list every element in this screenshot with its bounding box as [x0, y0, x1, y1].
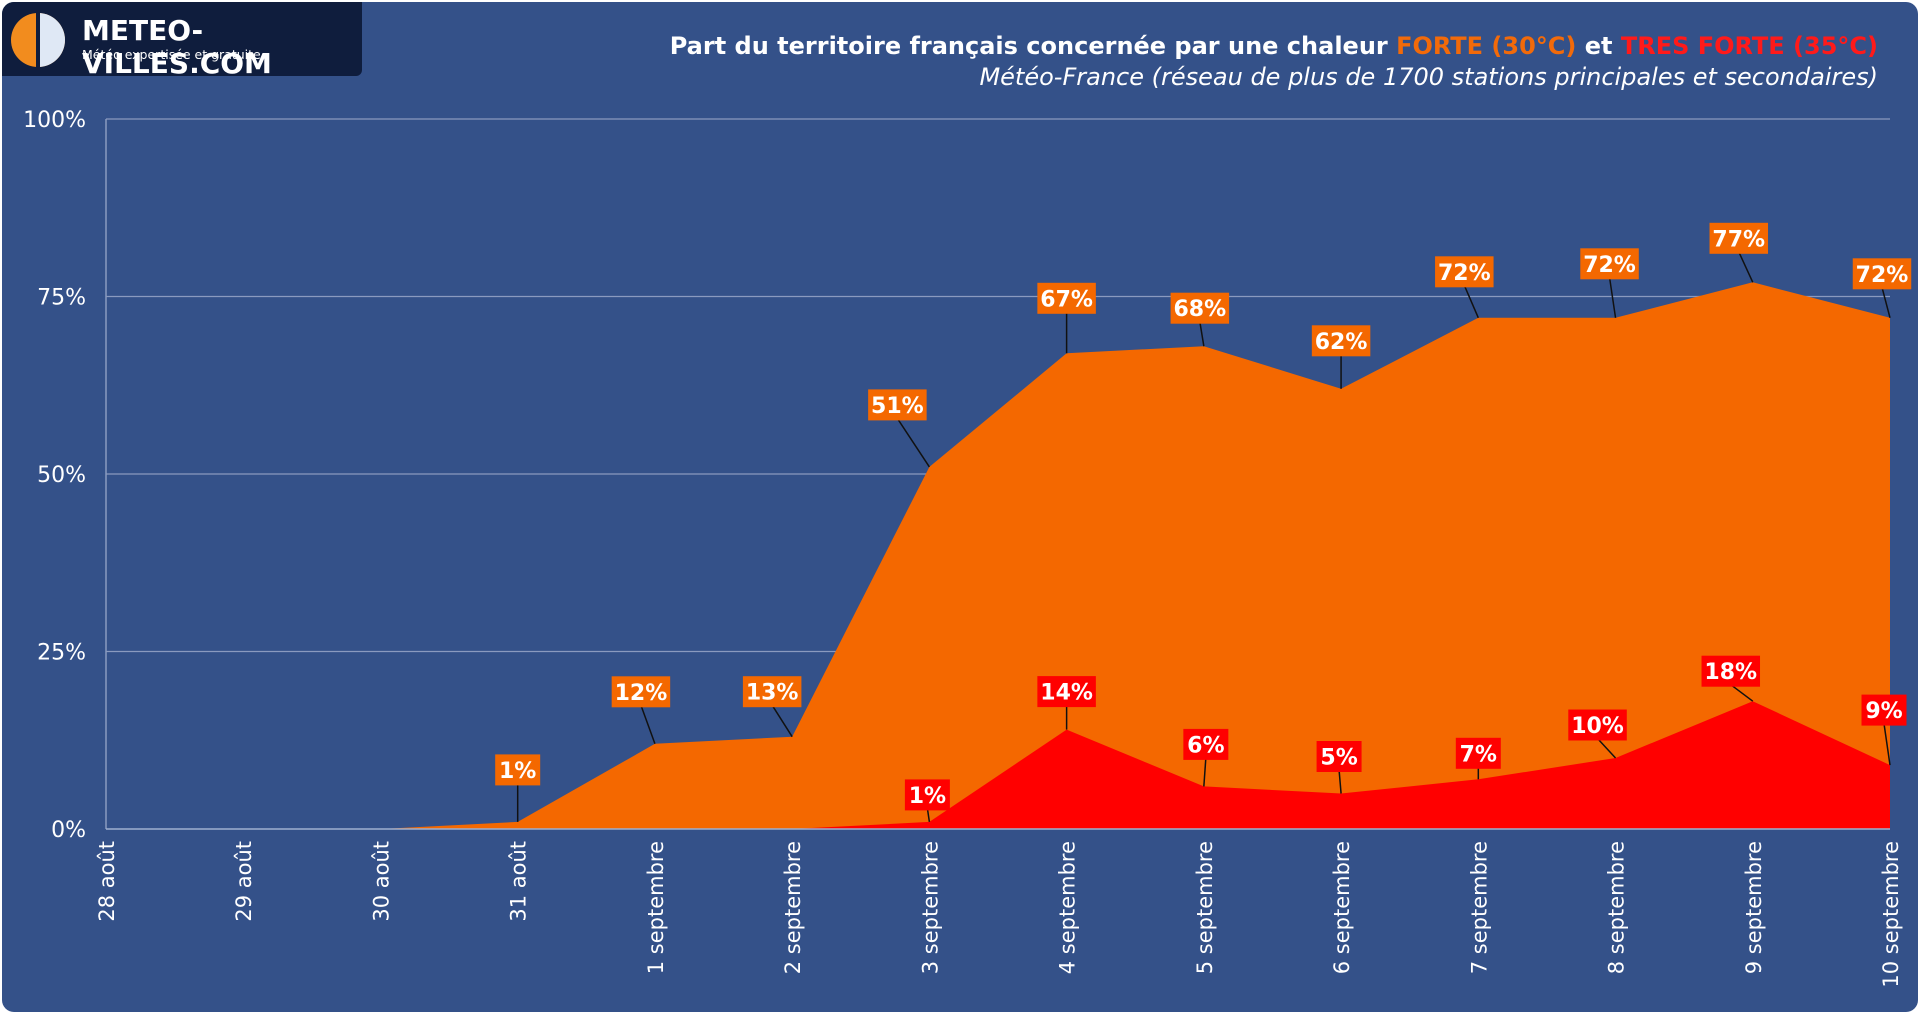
svg-text:18%: 18% [1704, 660, 1757, 685]
title-part1: Part du territoire français concernée pa… [669, 32, 1397, 60]
svg-text:62%: 62% [1315, 330, 1368, 355]
x-tick-label: 29 août [232, 841, 256, 922]
tres-forte-data-label: 9% [1861, 694, 1907, 726]
label-leader-line [1730, 684, 1754, 702]
forte-data-label: 77% [1709, 222, 1769, 254]
svg-text:12%: 12% [615, 681, 668, 706]
chart-subtitle: Météo-France (réseau de plus de 1700 sta… [979, 63, 1878, 91]
label-leader-line [771, 704, 793, 738]
y-tick-label: 0% [51, 818, 86, 843]
half-moon-logo-icon [11, 6, 65, 72]
svg-text:77%: 77% [1712, 227, 1765, 252]
x-tick-label: 1 septembre [644, 841, 668, 974]
svg-text:67%: 67% [1040, 287, 1093, 312]
area-series-tres-forte [106, 701, 1890, 829]
chart-title: Part du territoire français concernée pa… [670, 32, 1878, 60]
y-tick-label: 50% [37, 463, 86, 488]
tres-forte-data-label: 1% [904, 779, 950, 811]
x-tick-label: 7 septembre [1467, 841, 1491, 974]
svg-text:51%: 51% [871, 394, 924, 419]
tres-forte-data-label: 5% [1316, 741, 1362, 772]
forte-data-label: 62% [1311, 325, 1371, 357]
area-series-forte [106, 282, 1890, 829]
label-leader-line [926, 808, 931, 823]
x-tick-label: 31 août [507, 841, 531, 922]
y-tick-label: 75% [37, 286, 86, 311]
forte-data-label: 72% [1580, 248, 1639, 280]
title-part2: et [1576, 32, 1621, 60]
areas [106, 282, 1890, 829]
logo-subtitle: Météo expertisée et gratuite [82, 47, 261, 62]
title-tres-forte: TRES FORTE (35°C) [1620, 32, 1878, 60]
y-tick-label: 100% [23, 108, 86, 133]
forte-data-label: 68% [1170, 292, 1230, 324]
label-leader-line [1203, 757, 1207, 787]
forte-data-label: 13% [742, 676, 802, 708]
svg-text:68%: 68% [1174, 297, 1227, 322]
svg-text:72%: 72% [1438, 261, 1491, 286]
axes: 0% 25% 50% 75% 100% 28 août 29 août 30 août 31 a… [23, 108, 1903, 988]
svg-text:5%: 5% [1320, 746, 1357, 771]
svg-text:7%: 7% [1460, 742, 1497, 767]
tres-forte-data-label: 6% [1183, 728, 1229, 760]
x-tick-label: 3 septembre [918, 841, 942, 974]
svg-text:1%: 1% [909, 784, 946, 809]
x-tick-label: 6 septembre [1330, 841, 1354, 974]
svg-text:9%: 9% [1865, 699, 1902, 724]
title-forte: FORTE (30°C) [1396, 32, 1577, 60]
label-leader-line [1338, 769, 1342, 794]
x-tick-label: 5 septembre [1193, 841, 1217, 974]
forte-data-label: 72% [1435, 256, 1494, 288]
tres-forte-data-label: 10% [1568, 709, 1627, 741]
label-leader-line [1608, 277, 1617, 318]
label-leader-line [1738, 251, 1754, 283]
tres-forte-data-label: 7% [1455, 737, 1501, 769]
label-leader-line [1881, 287, 1891, 318]
x-tick-label: 30 août [369, 841, 393, 922]
data-labels: 1% 12% 13% 51% 67% 68% 62% 72% 72% 77% 72% 1% 14% 6% 5… [495, 222, 1912, 823]
y-tick-label: 25% [37, 641, 86, 666]
label-leader-line [640, 705, 656, 745]
x-tick-label: 10 septembre [1879, 841, 1903, 988]
x-tick-label: 9 septembre [1742, 841, 1766, 974]
label-leader-line [1596, 737, 1617, 759]
svg-text:13%: 13% [746, 681, 799, 706]
forte-data-label: 67% [1037, 282, 1096, 314]
svg-text:10%: 10% [1571, 714, 1624, 739]
label-leader-line [1199, 321, 1205, 347]
forte-data-label: 72% [1852, 258, 1912, 290]
logo-title: METEO-VILLES.COM [82, 14, 272, 80]
forte-data-label: 12% [611, 676, 671, 708]
svg-text:72%: 72% [1583, 253, 1636, 278]
tres-forte-data-label: 18% [1701, 655, 1761, 687]
svg-text:1%: 1% [499, 759, 536, 784]
forte-data-label: 1% [495, 754, 541, 786]
forte-data-label: 51% [868, 389, 927, 421]
x-tick-label: 8 septembre [1605, 841, 1629, 974]
label-leader-line [1883, 723, 1891, 766]
tres-forte-data-label: 14% [1037, 676, 1096, 708]
logo-block[interactable]: METEO-VILLES.COM Météo expertisée et gra… [2, 2, 362, 80]
x-tick-label: 2 septembre [781, 841, 805, 974]
label-leader-line [896, 417, 931, 468]
x-tick-label: 4 septembre [1056, 841, 1080, 974]
svg-text:6%: 6% [1187, 733, 1224, 758]
svg-text:72%: 72% [1856, 263, 1909, 288]
x-tick-label: 28 août [95, 841, 119, 922]
svg-text:14%: 14% [1040, 681, 1093, 706]
label-leader-line [1463, 285, 1479, 319]
